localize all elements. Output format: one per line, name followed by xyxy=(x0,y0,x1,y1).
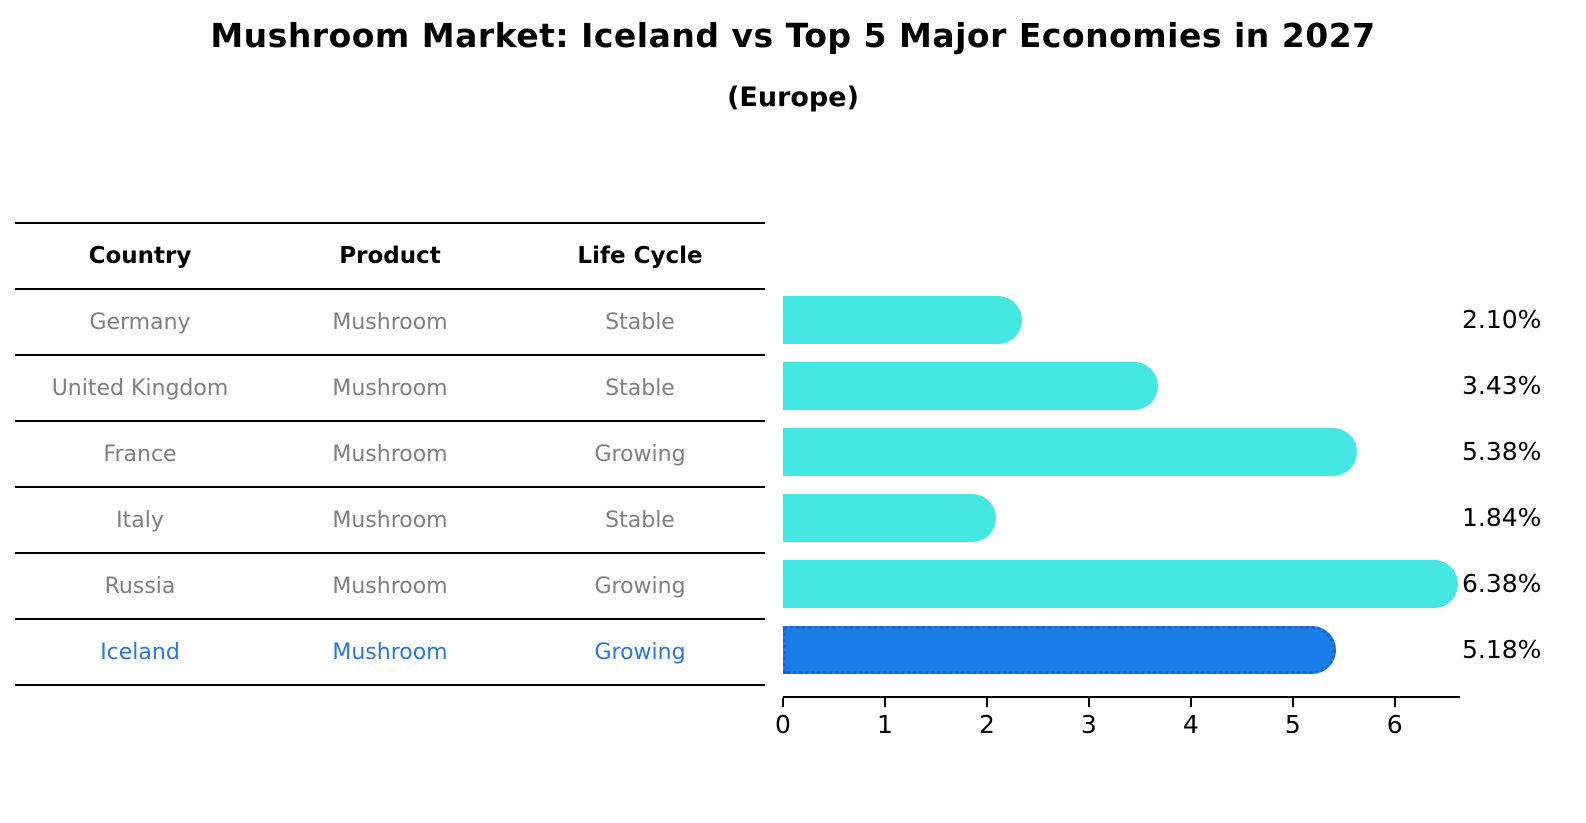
x-axis-tick-mark xyxy=(1087,698,1090,707)
table-row: Russia Mushroom Growing xyxy=(15,554,765,620)
cell-product: Mushroom xyxy=(332,441,448,467)
x-axis-tick-mark xyxy=(782,698,784,707)
cell-product: Mushroom xyxy=(332,375,448,401)
cell-life-cycle: Growing xyxy=(594,573,686,599)
bar-value-label: 3.43% xyxy=(1462,371,1542,400)
cell-country: Italy xyxy=(116,507,164,533)
chart-title: Mushroom Market: Iceland vs Top 5 Major … xyxy=(210,16,1376,55)
header-cell-product: Product xyxy=(339,243,441,269)
x-axis-tick-label: 2 xyxy=(978,710,995,739)
table-row: France Mushroom Growing xyxy=(15,422,765,488)
cell-life-cycle: Stable xyxy=(605,507,675,533)
cell-product: Mushroom xyxy=(332,639,448,665)
x-axis-tick-label: 6 xyxy=(1386,710,1403,739)
x-axis-tick-mark xyxy=(1393,698,1396,707)
cell-life-cycle: Stable xyxy=(605,375,675,401)
country-table: Country Product Life Cycle Germany Mushro… xyxy=(15,222,765,686)
cell-country: Russia xyxy=(104,573,176,599)
bar-value-label: 2.10% xyxy=(1462,305,1542,334)
x-axis-tick-label: 5 xyxy=(1284,710,1301,739)
bar-value-label: 1.84% xyxy=(1462,503,1542,532)
cell-country: United Kingdom xyxy=(51,375,229,401)
table-row: Italy Mushroom Stable xyxy=(15,488,765,554)
x-axis-tick-label: 3 xyxy=(1080,710,1097,739)
x-axis-tick-label: 0 xyxy=(775,710,791,739)
x-axis-tick-mark xyxy=(883,698,886,707)
cell-life-cycle: Growing xyxy=(594,639,686,665)
x-axis-tick-mark xyxy=(1189,698,1192,707)
x-axis-tick-mark xyxy=(985,698,988,707)
bar-italy xyxy=(783,494,996,542)
bar-value-label: 5.38% xyxy=(1462,437,1542,466)
cell-country: Iceland xyxy=(100,639,180,665)
table-body: Germany Mushroom Stable United Kingdom Mushr… xyxy=(15,290,765,686)
cell-product: Mushroom xyxy=(332,507,448,533)
bar-united-kingdom xyxy=(783,362,1158,410)
cell-product: Mushroom xyxy=(332,309,448,335)
header-cell-country: Country xyxy=(88,243,192,269)
chart-subtitle: (Europe) xyxy=(727,82,859,113)
cell-product: Mushroom xyxy=(332,573,448,599)
cell-life-cycle: Stable xyxy=(605,309,675,335)
x-axis-tick-label: 4 xyxy=(1182,710,1199,739)
x-axis-tick-mark xyxy=(1291,698,1294,707)
cell-country: Germany xyxy=(89,309,191,335)
header-cell-life-cycle: Life Cycle xyxy=(577,243,703,269)
bar-iceland xyxy=(783,626,1337,674)
table-row: Germany Mushroom Stable xyxy=(15,290,765,356)
cell-country: France xyxy=(103,441,177,467)
bar-russia xyxy=(783,560,1459,608)
x-axis-line xyxy=(783,696,1460,698)
cell-life-cycle: Growing xyxy=(594,441,686,467)
table-row: United Kingdom Mushroom Stable xyxy=(15,356,765,422)
bar-germany xyxy=(783,296,1023,344)
x-axis-tick-label: 1 xyxy=(877,710,893,739)
table-header-row: Country Product Life Cycle xyxy=(15,222,765,290)
bar-france xyxy=(783,428,1357,476)
table-row: Iceland Mushroom Growing xyxy=(15,620,765,686)
bar-value-label: 5.18% xyxy=(1462,635,1542,664)
bar-value-label: 6.38% xyxy=(1462,569,1542,598)
